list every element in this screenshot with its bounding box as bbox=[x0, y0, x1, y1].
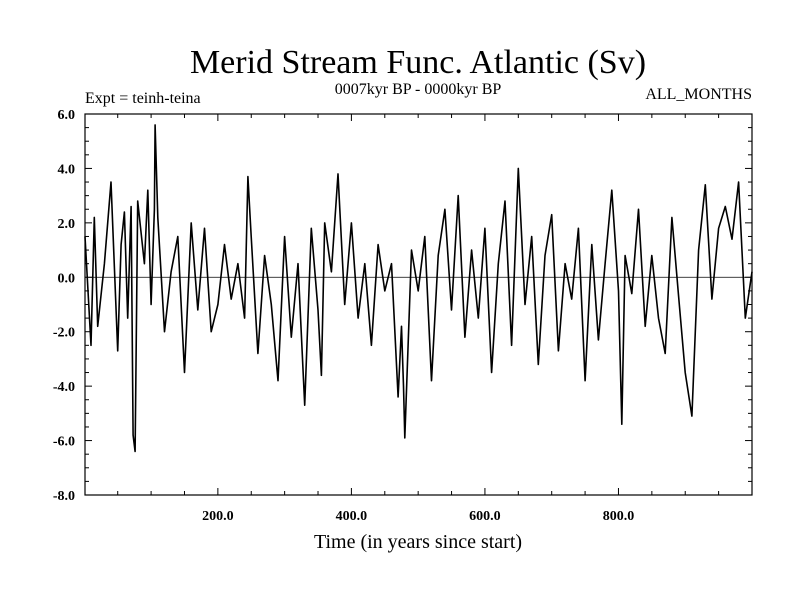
y-tick-label: -6.0 bbox=[53, 435, 75, 450]
x-tick-label: 600.0 bbox=[469, 509, 501, 524]
y-tick-label: -2.0 bbox=[53, 326, 75, 341]
y-tick-label: 4.0 bbox=[58, 162, 76, 177]
chart-title: Merid Stream Func. Atlantic (Sv) bbox=[190, 44, 646, 81]
y-tick-label: -4.0 bbox=[53, 380, 75, 395]
series-line bbox=[84, 124, 753, 453]
y-tick-label: -8.0 bbox=[53, 489, 75, 504]
x-tick-label: 800.0 bbox=[603, 509, 635, 524]
x-tick-label: 200.0 bbox=[202, 509, 234, 524]
plot-frame bbox=[84, 113, 753, 496]
x-tick-labels: 200.0 400.0 600.0 800.0 bbox=[202, 509, 634, 524]
y-tick-label: 0.0 bbox=[58, 271, 76, 286]
y-tick-labels: -8.0 -6.0 -4.0 -2.0 0.0 2.0 4.0 6.0 bbox=[53, 108, 75, 504]
x-axis-label: Time (in years since start) bbox=[314, 531, 522, 553]
axis-ticks bbox=[85, 113, 752, 496]
y-tick-label: 6.0 bbox=[58, 108, 76, 123]
chart-subtitle-right: ALL_MONTHS bbox=[645, 86, 752, 103]
chart-subtitle-center: 0007kyr BP - 0000kyr BP bbox=[335, 81, 502, 98]
x-tick-label: 400.0 bbox=[336, 509, 368, 524]
chart-subtitle-left: Expt = teinh-teina bbox=[85, 90, 201, 107]
y-tick-label: 2.0 bbox=[58, 217, 76, 232]
